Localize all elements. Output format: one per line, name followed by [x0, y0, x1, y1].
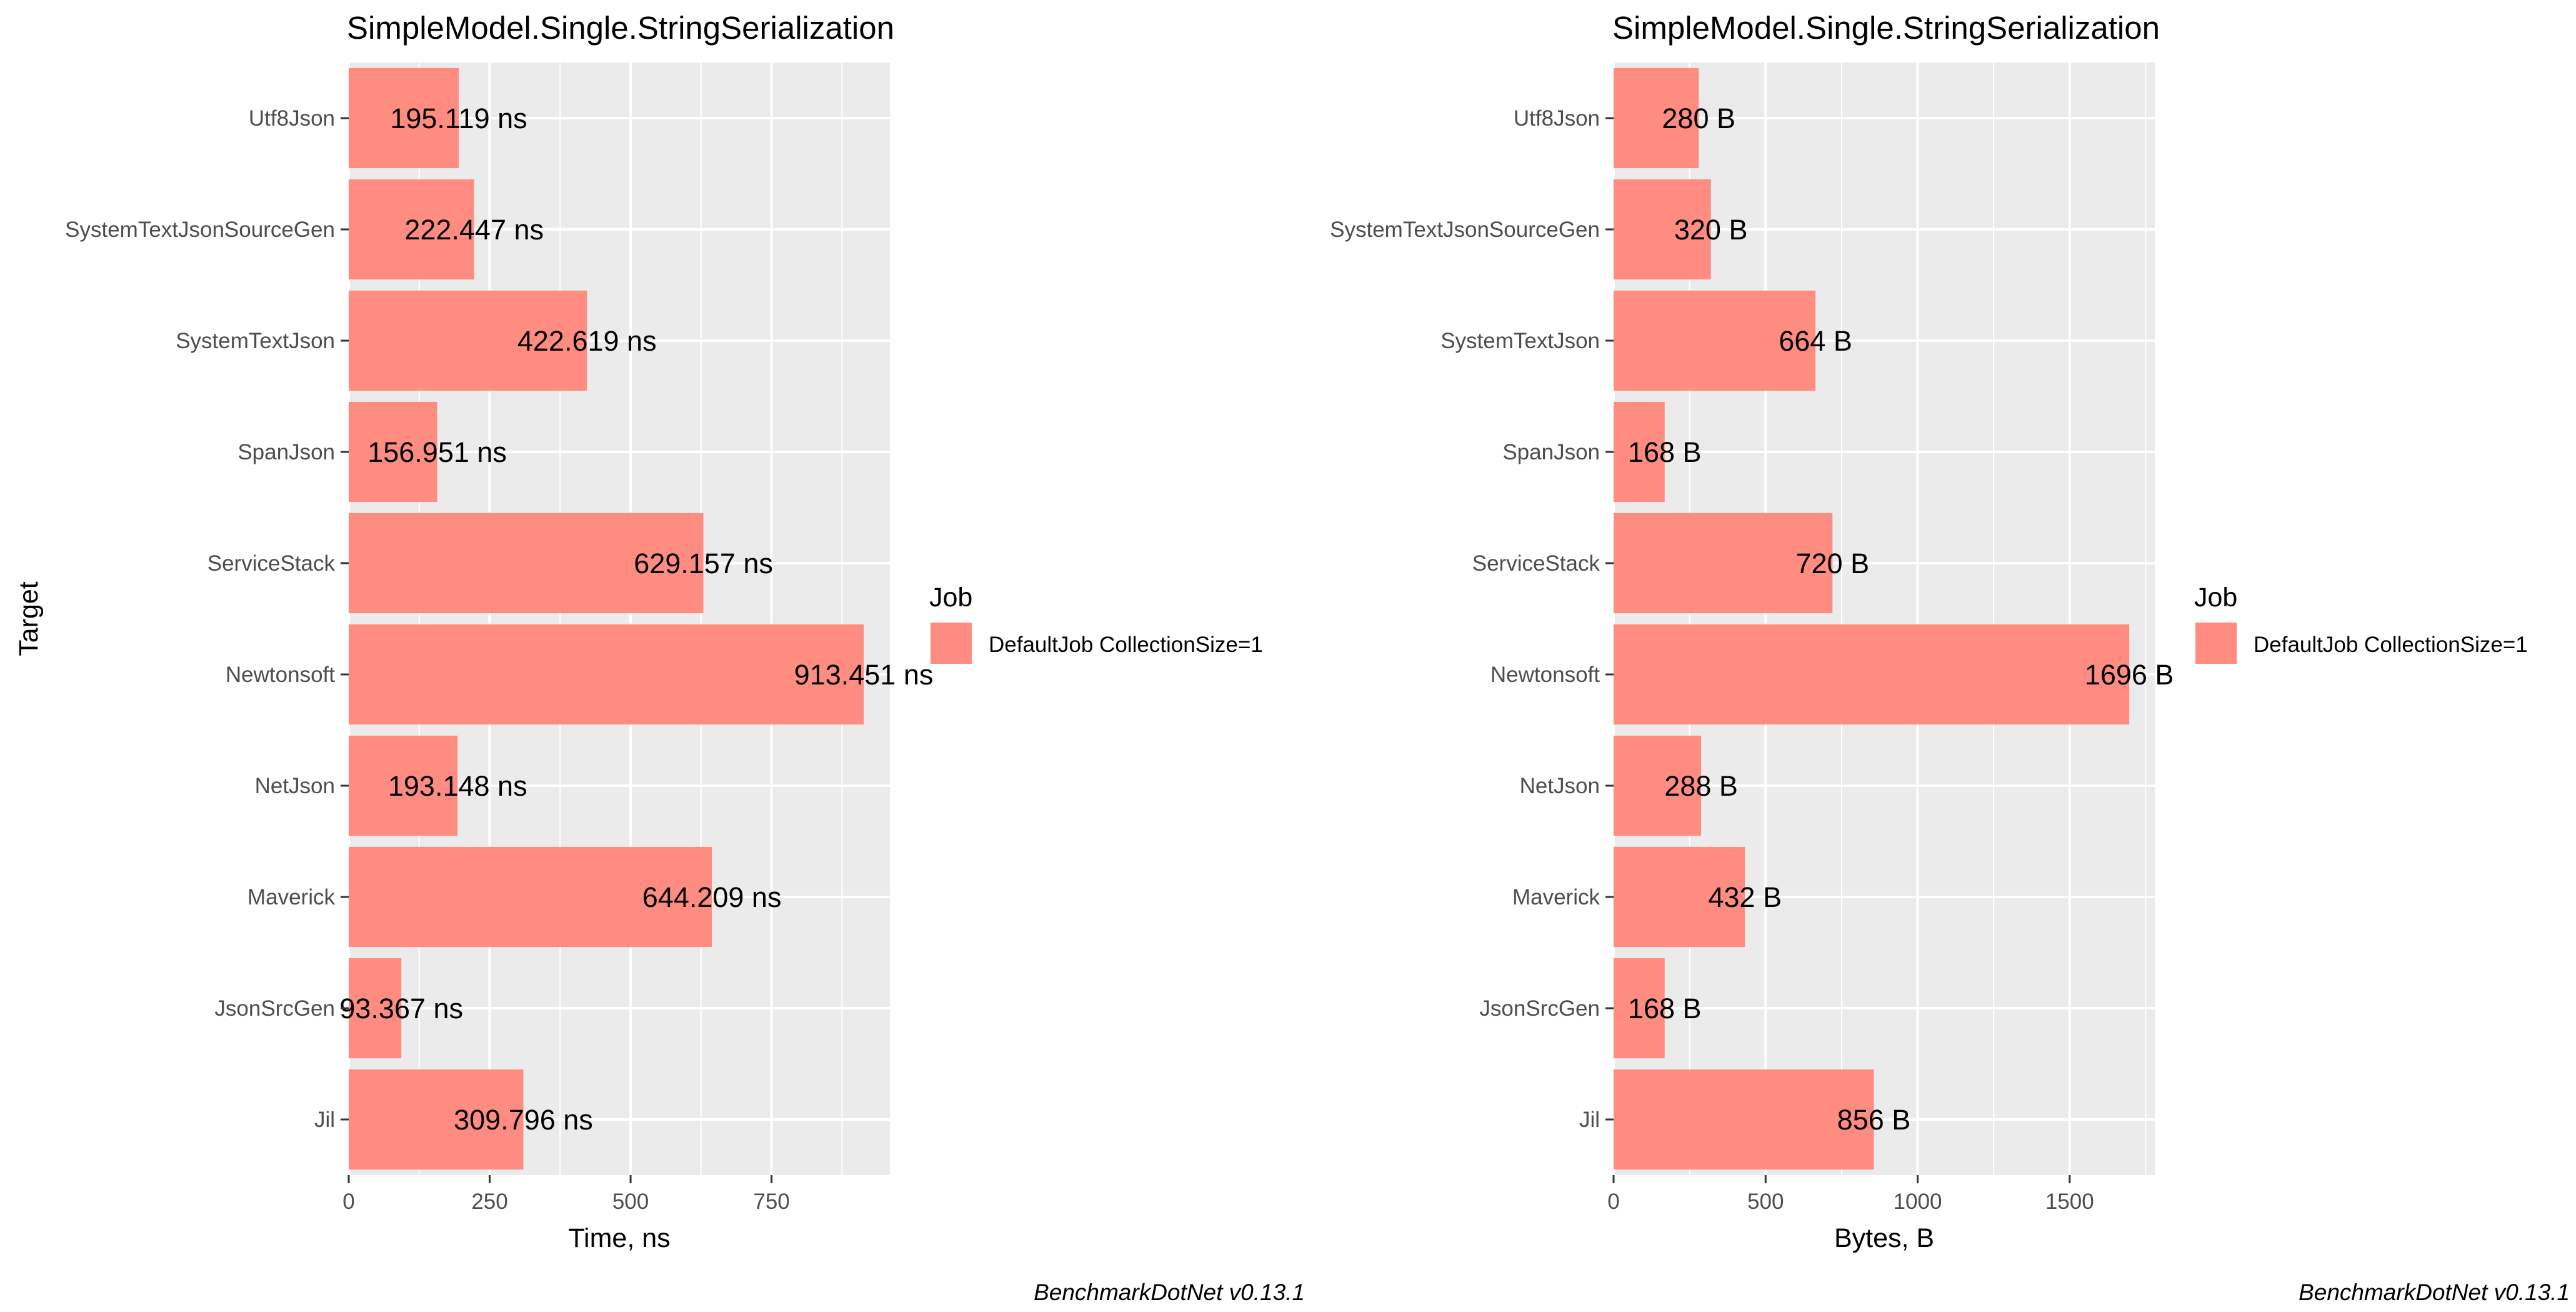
data-label: 280 B — [1662, 103, 1735, 134]
bar-jil — [349, 1069, 524, 1170]
x-tick-label: 1000 — [1894, 1189, 1942, 1214]
y-tick-label: NetJson — [1520, 774, 1600, 798]
bar-newtonsoft — [349, 624, 864, 725]
x-tick-label: 500 — [1747, 1189, 1784, 1214]
bar-jsonsrcgen — [1614, 958, 1665, 1059]
legend-entry: DefaultJob CollectionSize=1 — [989, 633, 1263, 657]
caption: BenchmarkDotNet v0.13.1 — [1034, 1279, 1305, 1305]
y-tick-label: JsonSrcGen — [1479, 996, 1600, 1021]
bytes-chart: 856 B 168 B 432 B 288 B 1696 B 720 B 168 B 664 … — [1330, 10, 2570, 1305]
data-label: 168 B — [1628, 993, 1702, 1024]
y-tick-label: SystemTextJsonSourceGen — [65, 218, 335, 242]
bar-utf8json — [1614, 68, 1699, 169]
data-label: 432 B — [1708, 881, 1782, 913]
bar-utf8json — [349, 68, 459, 169]
x-axis-title: Time, ns — [568, 1223, 670, 1253]
y-tick-label: Utf8Json — [249, 106, 335, 131]
bar-spanjson — [349, 401, 437, 503]
y-tick-label: ServiceStack — [1472, 551, 1600, 576]
bar-maverick — [1614, 846, 1745, 948]
data-label: 422.619 ns — [517, 325, 657, 357]
legend-swatch — [2195, 623, 2237, 664]
bar-systemtextjsonsourcegen — [349, 179, 474, 280]
data-label: 156.951 ns — [367, 436, 507, 468]
x-tick-label: 250 — [471, 1189, 507, 1214]
bar-servicestack — [349, 513, 704, 614]
data-label: 720 B — [1795, 548, 1869, 579]
bar-newtonsoft — [1614, 624, 2130, 725]
y-tick-label: SpanJson — [237, 440, 335, 464]
bar-netjson — [349, 735, 458, 836]
y-tick-label: Newtonsoft — [1490, 663, 1600, 687]
x-tick-label: 500 — [612, 1189, 649, 1214]
y-tick-label: SystemTextJson — [176, 329, 335, 353]
legend-title: Job — [929, 583, 972, 613]
data-label: 644.209 ns — [642, 881, 782, 913]
x-tick-label: 1500 — [2045, 1189, 2094, 1214]
y-tick-label: ServiceStack — [207, 551, 336, 576]
y-tick-label: NetJson — [255, 774, 335, 798]
y-axis-title: Target — [14, 581, 44, 656]
bar-spanjson — [1614, 401, 1665, 503]
y-tick-label: JsonSrcGen — [214, 996, 335, 1021]
data-label: 222.447 ns — [404, 214, 544, 246]
bar-systemtextjson — [1614, 290, 1816, 391]
data-label: 664 B — [1779, 325, 1852, 357]
data-label: 168 B — [1628, 436, 1702, 468]
bar-maverick — [349, 846, 712, 948]
y-tick-label: Jil — [314, 1108, 335, 1132]
data-label: 856 B — [1837, 1104, 1911, 1136]
x-tick-label: 750 — [753, 1189, 789, 1214]
chart-title: SimpleModel.Single.StringSerialization — [347, 10, 894, 46]
data-label: 193.148 ns — [388, 770, 527, 802]
data-label: 195.119 ns — [390, 103, 527, 134]
time-chart: 309.796 ns 93.367 ns 644.209 ns 193.148 ns 9… — [14, 10, 1305, 1305]
y-tick-label: SystemTextJson — [1440, 329, 1600, 353]
y-tick-label: Utf8Json — [1514, 106, 1600, 131]
data-label: 93.367 ns — [339, 993, 463, 1024]
x-tick-label: 0 — [342, 1189, 354, 1214]
x-axis-title: Bytes, B — [1834, 1223, 1934, 1253]
data-label: 288 B — [1664, 770, 1738, 802]
bar-systemtextjson — [349, 290, 587, 391]
y-tick-label: SystemTextJsonSourceGen — [1330, 218, 1600, 242]
chart-title: SimpleModel.Single.StringSerialization — [1612, 10, 2160, 46]
bar-systemtextjsonsourcegen — [1614, 179, 1711, 280]
bar-jil — [1614, 1069, 1874, 1170]
x-tick-label: 0 — [1607, 1189, 1619, 1214]
y-tick-label: Jil — [1579, 1108, 1600, 1132]
data-label: 913.451 ns — [794, 659, 934, 691]
bar-servicestack — [1614, 513, 1833, 614]
y-tick-label: Newtonsoft — [226, 663, 335, 687]
y-tick-label: Maverick — [247, 885, 336, 909]
data-label: 629.157 ns — [634, 548, 773, 579]
bar-netjson — [1614, 735, 1702, 836]
data-label: 320 B — [1674, 214, 1748, 246]
y-tick-label: Maverick — [1512, 885, 1600, 909]
y-tick-label: SpanJson — [1502, 440, 1600, 464]
legend-entry: DefaultJob CollectionSize=1 — [2254, 633, 2528, 657]
caption: BenchmarkDotNet v0.13.1 — [2299, 1279, 2570, 1305]
bar-jsonsrcgen — [349, 958, 402, 1059]
data-label: 1696 B — [2085, 659, 2174, 691]
data-label: 309.796 ns — [454, 1104, 593, 1136]
legend-title: Job — [2194, 583, 2237, 613]
legend-swatch — [931, 623, 972, 664]
